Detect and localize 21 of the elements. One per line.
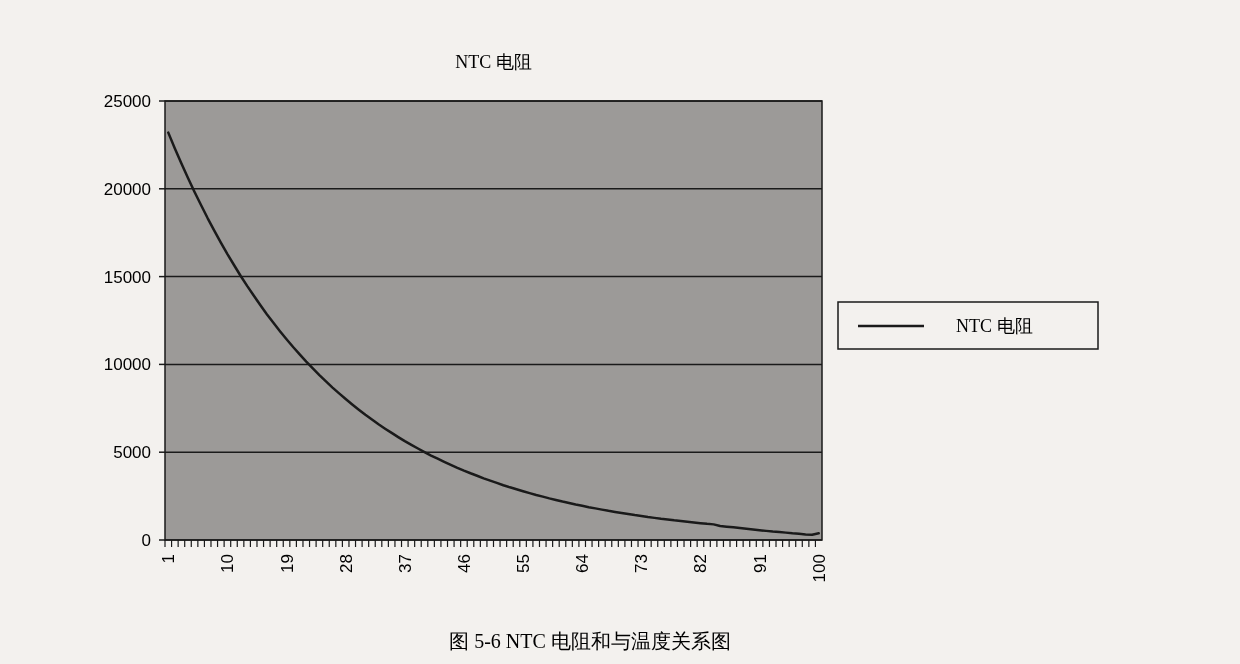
x-tick-label: 1 (159, 554, 179, 564)
y-tick-label: 5000 (113, 443, 151, 463)
y-tick-label: 15000 (103, 267, 151, 287)
x-tick-label: 73 (632, 554, 652, 573)
x-tick-label: 10 (218, 554, 238, 573)
legend-label: NTC 电阻 (956, 316, 1033, 336)
x-tick-label: 100 (809, 554, 829, 583)
x-tick-label: 91 (750, 554, 770, 573)
y-tick-label: 10000 (103, 355, 151, 375)
x-tick-label: 55 (514, 554, 534, 573)
x-tick-label: 64 (573, 554, 593, 573)
x-tick-label: 37 (395, 554, 415, 573)
y-tick-label: 0 (141, 531, 151, 550)
y-tick-label: 25000 (103, 92, 151, 111)
y-tick-label: 20000 (103, 179, 151, 199)
caption: 图 5-6 NTC 电阻和与温度关系图 (449, 630, 731, 652)
x-tick-label: 19 (277, 554, 297, 573)
x-tick-label: 46 (454, 554, 474, 573)
x-tick-label: 82 (691, 554, 711, 573)
x-tick-label: 28 (336, 554, 356, 573)
chart-title: NTC 电阻 (455, 52, 532, 72)
